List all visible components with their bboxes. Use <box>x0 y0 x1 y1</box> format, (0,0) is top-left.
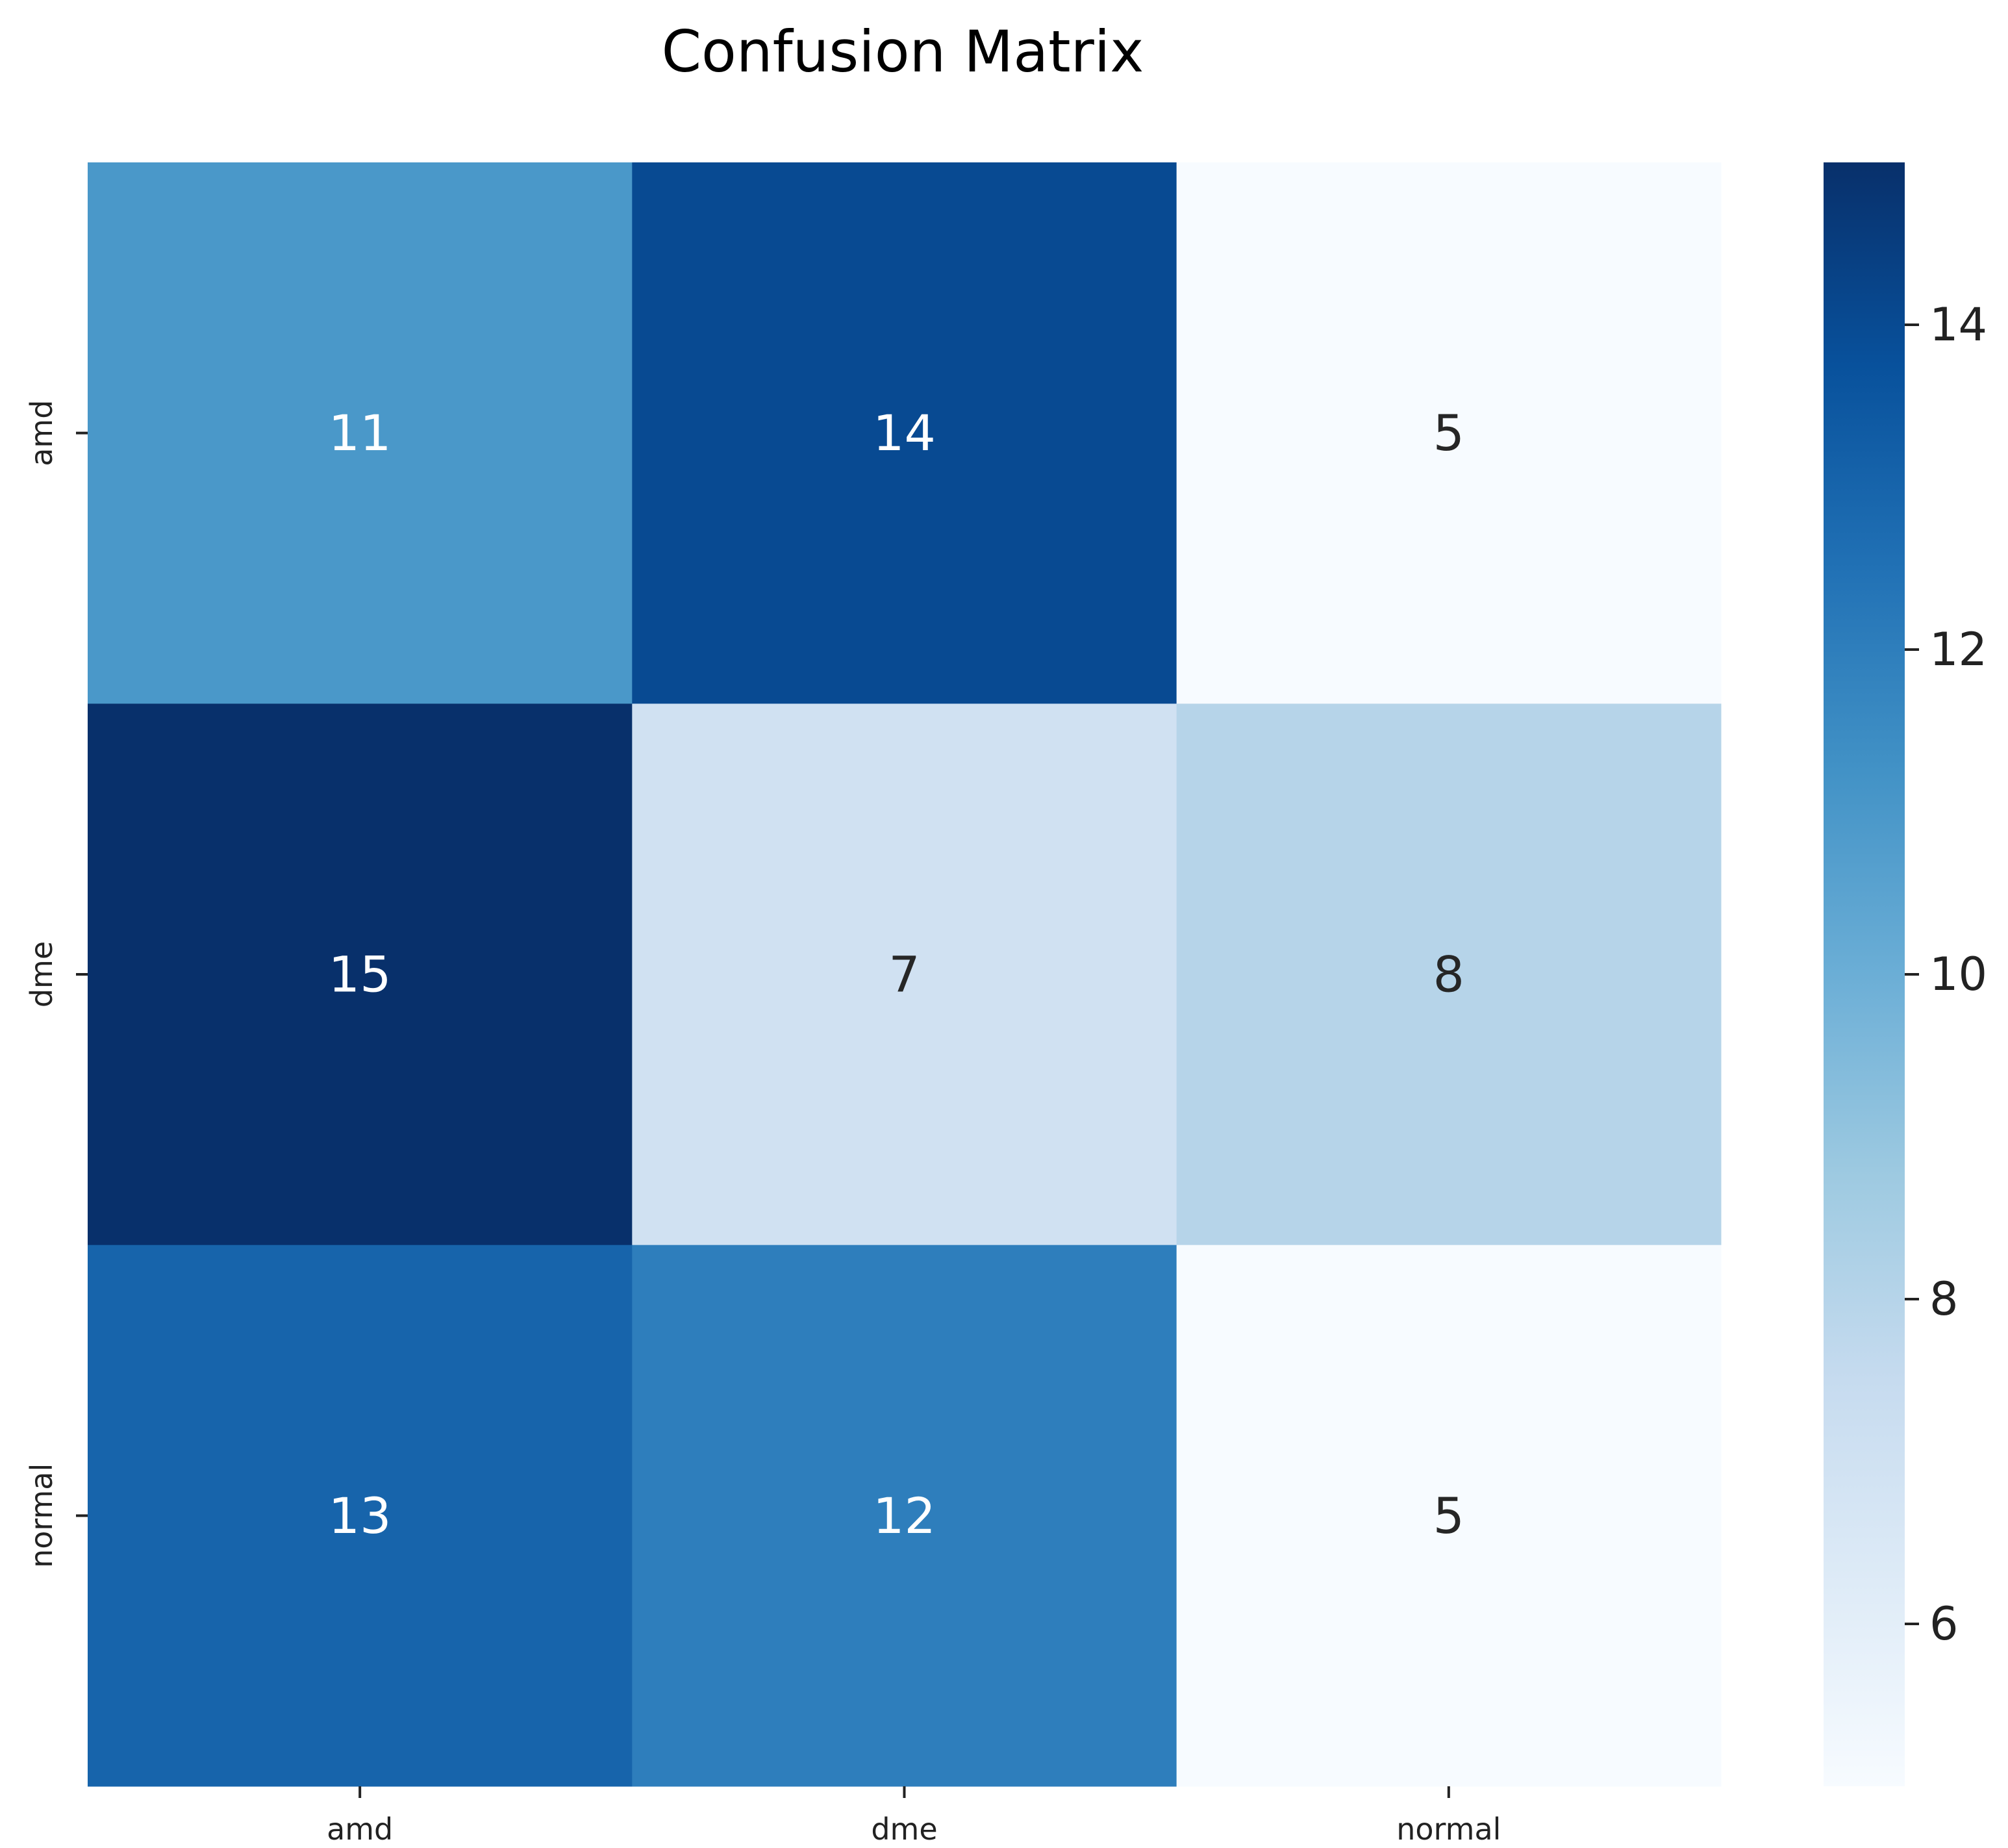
y-axis: amd dme normal <box>24 400 88 1568</box>
colorbar: 6 8 10 12 14 <box>1824 162 1987 1786</box>
heatmap-cell-amd-amd <box>88 162 633 704</box>
heatmap-cell-normal-amd <box>88 1245 633 1787</box>
colorbar-tick-label: 8 <box>1929 1272 1959 1326</box>
heatmap-cells <box>88 162 1722 1787</box>
x-tick-label: normal <box>1396 1812 1501 1847</box>
heatmap-cell-normal-normal <box>1176 1245 1722 1787</box>
y-tick-label: normal <box>24 1463 59 1568</box>
cell-value-label: 12 <box>873 1487 936 1545</box>
colorbar-tick-label: 10 <box>1929 948 1987 1001</box>
heatmap-cell-dme-amd <box>88 703 633 1246</box>
heatmap-cell-dme-normal <box>1176 703 1722 1246</box>
heatmap-cell-amd-dme <box>632 162 1177 704</box>
colorbar-gradient <box>1824 162 1905 1786</box>
cell-value-label: 14 <box>873 404 936 462</box>
cell-value-label: 5 <box>1433 404 1464 462</box>
heatmap-cell-normal-dme <box>632 1245 1177 1787</box>
x-tick-label: amd <box>327 1812 393 1847</box>
cell-annotations: 11 14 5 15 7 8 13 12 5 <box>329 404 1464 1545</box>
cell-value-label: 5 <box>1433 1487 1464 1545</box>
x-tick-label: dme <box>871 1812 937 1847</box>
cell-value-label: 13 <box>329 1487 392 1545</box>
heatmap-cell-amd-normal <box>1176 162 1722 704</box>
colorbar-tick-label: 6 <box>1929 1597 1959 1651</box>
cell-value-label: 11 <box>329 404 392 462</box>
cell-value-label: 8 <box>1433 946 1464 1004</box>
y-tick-label: dme <box>24 941 59 1007</box>
heatmap-cell-dme-dme <box>632 703 1177 1246</box>
y-tick-label: amd <box>24 400 59 466</box>
colorbar-tick-label: 14 <box>1929 298 1987 351</box>
cell-value-label: 15 <box>329 946 392 1004</box>
chart-title: Confusion Matrix <box>662 18 1144 85</box>
colorbar-tick-label: 12 <box>1929 623 1987 676</box>
cell-value-label: 7 <box>888 946 920 1004</box>
x-axis: amd dme normal <box>327 1786 1501 1847</box>
